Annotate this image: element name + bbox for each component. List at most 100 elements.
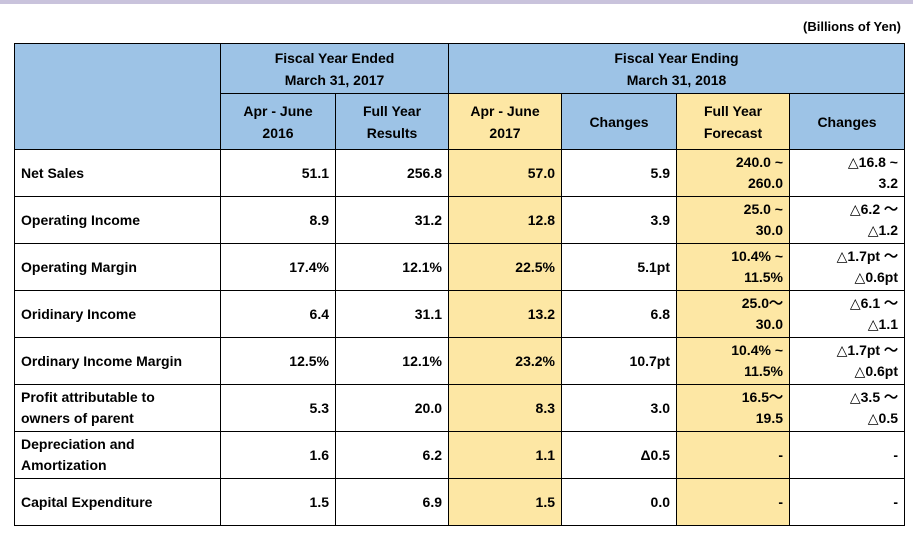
col-header-text: Full Year Forecast xyxy=(703,102,763,141)
row-label: Oridinary Income xyxy=(14,290,221,338)
cell-full-year-forecast-high: 11.5% xyxy=(744,269,783,285)
cell-apr-june-2016: 1.5 xyxy=(220,478,336,526)
cell-full-year-results-text: 31.1 xyxy=(414,306,442,322)
cell-changes-quarter: 6.8 xyxy=(561,290,677,338)
cell-changes-forecast: △1.7pt ～ △0.6pt xyxy=(789,337,905,385)
cell-changes-forecast: - xyxy=(789,431,905,479)
cell-changes-quarter-text: 6.8 xyxy=(650,306,670,322)
col-header-text: Changes xyxy=(817,113,877,130)
row-label: Depreciation and Amortization xyxy=(14,431,221,479)
row-label: Operating Margin xyxy=(14,243,221,291)
cell-apr-june-2017-text: 1.1 xyxy=(535,447,555,463)
cell-full-year-forecast: 16.5～ 19.5 xyxy=(676,384,790,432)
cell-full-year-results-text: 20.0 xyxy=(414,400,442,416)
header-group-fy2017: Fiscal Year Ended March 31, 2017 xyxy=(220,43,449,94)
table-row: Profit attributable to owners of parent 5… xyxy=(14,384,905,432)
cell-full-year-forecast-low: 10.4% ~ xyxy=(731,248,783,264)
cell-full-year-forecast-high: 19.5 xyxy=(755,410,783,426)
row-label: Profit attributable to owners of parent xyxy=(14,384,221,432)
row-label-text: Oridinary Income xyxy=(21,305,137,322)
cell-full-year-results: 256.8 xyxy=(335,149,449,197)
financial-results-table: Fiscal Year Ended March 31, 2017 Fiscal … xyxy=(14,43,905,526)
cell-apr-june-2016-text: 5.3 xyxy=(309,400,329,416)
cell-full-year-forecast-low: 25.0 ~ xyxy=(743,201,783,217)
cell-full-year-results-text: 12.1% xyxy=(402,353,442,369)
cell-full-year-forecast: 240.0 ~ 260.0 xyxy=(676,149,790,197)
cell-full-year-forecast: - xyxy=(676,478,790,526)
cell-changes-quarter-text: 3.0 xyxy=(650,400,670,416)
cell-full-year-results: 6.2 xyxy=(335,431,449,479)
table-row: Oridinary Income 6.4 31.1 13.2 6.8 25.0～ 30.0 △… xyxy=(14,290,905,338)
table-row: Net Sales 51.1 256.8 57.0 5.9 240.0 ~ 260.0 △16… xyxy=(14,149,905,197)
cell-changes-quarter: 5.9 xyxy=(561,149,677,197)
cell-apr-june-2016-text: 1.6 xyxy=(309,447,329,463)
cell-full-year-results: 31.1 xyxy=(335,290,449,338)
cell-apr-june-2016: 8.9 xyxy=(220,196,336,244)
cell-changes-quarter-text: 3.9 xyxy=(650,212,670,228)
cell-apr-june-2016: 12.5% xyxy=(220,337,336,385)
cell-changes-quarter: 3.0 xyxy=(561,384,677,432)
cell-full-year-results-text: 6.2 xyxy=(422,447,442,463)
cell-full-year-results-text: 256.8 xyxy=(406,165,442,181)
header-group-fy2017-text: Fiscal Year Ended March 31, 2017 xyxy=(274,49,395,88)
cell-full-year-forecast: 10.4% ~ 11.5% xyxy=(676,337,790,385)
table-row: Ordinary Income Margin 12.5% 12.1% 23.2% 10.… xyxy=(14,337,905,385)
cell-changes-forecast-high: △1.1 xyxy=(867,316,898,332)
cell-full-year-results: 6.9 xyxy=(335,478,449,526)
unit-note: (Billions of Yen) xyxy=(803,19,901,34)
cell-apr-june-2017-text: 57.0 xyxy=(527,165,555,181)
row-label-text: Depreciation and Amortization xyxy=(21,436,135,473)
cell-full-year-forecast-high: 260.0 xyxy=(747,175,783,191)
cell-changes-forecast-low: △16.8 ~ xyxy=(847,154,898,170)
cell-full-year-results: 12.1% xyxy=(335,243,449,291)
cell-apr-june-2017: 1.1 xyxy=(448,431,562,479)
cell-apr-june-2016-text: 51.1 xyxy=(301,165,329,181)
col-header-apr-june-2016: Apr - June 2016 xyxy=(220,93,336,150)
cell-apr-june-2016-text: 17.4% xyxy=(289,259,329,275)
cell-full-year-results: 12.1% xyxy=(335,337,449,385)
row-label-text: Operating Margin xyxy=(21,258,137,275)
cell-apr-june-2016: 6.4 xyxy=(220,290,336,338)
row-label-text: Capital Expenditure xyxy=(21,493,153,510)
cell-changes-forecast-low: △3.5 ～ xyxy=(849,389,898,405)
row-label: Ordinary Income Margin xyxy=(14,337,221,385)
cell-apr-june-2017-text: 12.8 xyxy=(527,212,555,228)
col-header-changes-quarter: Changes xyxy=(561,93,677,150)
cell-full-year-results-text: 12.1% xyxy=(402,259,442,275)
cell-changes-forecast: △3.5 ～ △0.5 xyxy=(789,384,905,432)
cell-apr-june-2016-text: 1.5 xyxy=(309,494,329,510)
cell-changes-forecast: △16.8 ~ 3.2 xyxy=(789,149,905,197)
table-row: Depreciation and Amortization 1.6 6.2 1.1 Δ0… xyxy=(14,431,905,479)
cell-apr-june-2016-text: 12.5% xyxy=(289,353,329,369)
row-label-text: Operating Income xyxy=(21,211,141,228)
row-label-text: Ordinary Income Margin xyxy=(21,352,183,369)
cell-full-year-results-text: 6.9 xyxy=(422,494,442,510)
cell-apr-june-2016-text: 8.9 xyxy=(309,212,329,228)
cell-apr-june-2017-text: 8.3 xyxy=(535,400,555,416)
cell-full-year-results-text: 31.2 xyxy=(414,212,442,228)
cell-apr-june-2016-text: 6.4 xyxy=(309,306,329,322)
cell-apr-june-2017: 1.5 xyxy=(448,478,562,526)
col-header-text: Changes xyxy=(589,113,649,130)
cell-full-year-forecast: 25.0～ 30.0 xyxy=(676,290,790,338)
row-label: Net Sales xyxy=(14,149,221,197)
cell-full-year-forecast-high: - xyxy=(778,446,783,463)
cell-changes-quarter-text: Δ0.5 xyxy=(640,447,670,463)
cell-changes-forecast-low: △1.7pt ～ xyxy=(836,342,898,358)
cell-changes-forecast-high: △0.5 xyxy=(867,410,898,426)
row-label-text: Net Sales xyxy=(21,164,85,181)
cell-apr-june-2016: 17.4% xyxy=(220,243,336,291)
cell-changes-forecast: △1.7pt ～ △0.6pt xyxy=(789,243,905,291)
row-label: Capital Expenditure xyxy=(14,478,221,526)
col-header-apr-june-2017: Apr - June 2017 xyxy=(448,93,562,150)
cell-apr-june-2017: 22.5% xyxy=(448,243,562,291)
cell-changes-quarter: 0.0 xyxy=(561,478,677,526)
col-header-full-year-forecast: Full Year Forecast xyxy=(676,93,790,150)
cell-changes-quarter: 10.7pt xyxy=(561,337,677,385)
col-header-full-year-results: Full Year Results xyxy=(335,93,449,150)
cell-apr-june-2017: 12.8 xyxy=(448,196,562,244)
header-group-fy2018: Fiscal Year Ending March 31, 2018 xyxy=(448,43,905,94)
cell-changes-quarter: 5.1pt xyxy=(561,243,677,291)
cell-changes-quarter-text: 10.7pt xyxy=(629,353,670,369)
cell-apr-june-2016: 51.1 xyxy=(220,149,336,197)
